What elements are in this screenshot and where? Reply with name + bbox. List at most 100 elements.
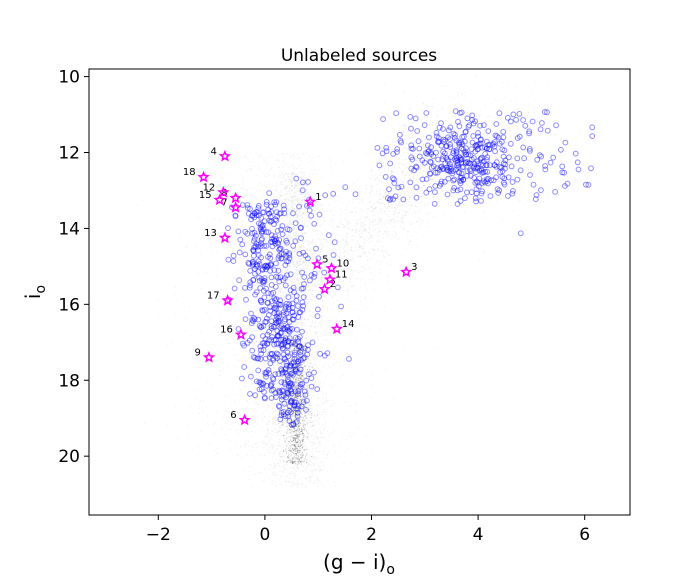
density-point-2684 bbox=[296, 403, 298, 405]
density-point-2404 bbox=[293, 427, 296, 429]
density-point-1038 bbox=[309, 459, 311, 461]
density-point-334 bbox=[286, 346, 289, 348]
density-point-2662 bbox=[294, 420, 296, 422]
density-point-2146 bbox=[299, 287, 301, 289]
density-point-1524 bbox=[299, 242, 301, 244]
density-point-785 bbox=[300, 331, 302, 333]
density-point-2438 bbox=[294, 393, 296, 395]
density-point-1975 bbox=[285, 440, 287, 442]
density-point-3890 bbox=[267, 375, 269, 377]
density-point-3981 bbox=[272, 378, 274, 380]
density-point-4256 bbox=[215, 306, 217, 308]
density-point-865 bbox=[317, 345, 319, 347]
density-point-2116 bbox=[290, 180, 292, 182]
density-point-4642 bbox=[391, 233, 393, 236]
density-point-2371 bbox=[294, 458, 296, 460]
density-point-1698 bbox=[293, 483, 295, 485]
density-point-1469 bbox=[294, 429, 296, 431]
density-point-1883 bbox=[298, 447, 301, 449]
density-point-3305 bbox=[261, 260, 263, 262]
density-point-1197 bbox=[294, 427, 296, 430]
density-point-787 bbox=[311, 421, 313, 423]
density-point-4876 bbox=[369, 202, 371, 204]
density-point-29 bbox=[282, 373, 284, 375]
density-point-3850 bbox=[246, 195, 248, 197]
density-point-617 bbox=[282, 203, 284, 205]
density-point-3397 bbox=[300, 284, 302, 286]
density-point-241 bbox=[281, 226, 283, 228]
density-point-1612 bbox=[265, 435, 268, 437]
density-point-3707 bbox=[174, 286, 176, 288]
density-point-841 bbox=[279, 427, 281, 429]
density-point-3349 bbox=[282, 398, 284, 400]
density-point-4260 bbox=[356, 367, 358, 369]
density-point-420 bbox=[317, 230, 319, 232]
density-point-477 bbox=[297, 252, 299, 254]
density-point-72 bbox=[248, 478, 250, 481]
density-point-1291 bbox=[274, 246, 277, 248]
density-point-4677 bbox=[408, 243, 410, 245]
density-point-2579 bbox=[295, 425, 297, 427]
density-point-1559 bbox=[288, 293, 290, 295]
density-point-3644 bbox=[261, 316, 263, 318]
density-point-3737 bbox=[257, 235, 259, 237]
density-point-3066 bbox=[293, 431, 295, 433]
density-point-4813 bbox=[321, 319, 323, 321]
density-point-3993 bbox=[260, 237, 262, 239]
density-point-4120 bbox=[279, 183, 281, 185]
density-point-4057 bbox=[286, 153, 288, 155]
density-point-4866 bbox=[391, 170, 393, 172]
density-point-908 bbox=[290, 472, 292, 475]
density-point-4584 bbox=[361, 252, 363, 254]
density-point-3135 bbox=[278, 430, 281, 432]
density-point-2522 bbox=[297, 390, 299, 392]
density-point-2843 bbox=[290, 409, 292, 411]
density-point-3636 bbox=[327, 299, 329, 301]
density-point-471 bbox=[297, 178, 299, 181]
density-point-1112 bbox=[307, 409, 309, 411]
density-point-1879 bbox=[278, 253, 280, 255]
density-point-2416 bbox=[294, 367, 296, 369]
density-point-627 bbox=[296, 290, 298, 292]
density-point-3690 bbox=[331, 329, 333, 332]
density-point-1250 bbox=[302, 279, 305, 281]
density-point-2108 bbox=[274, 452, 276, 454]
density-point-843 bbox=[304, 311, 306, 313]
density-point-1936 bbox=[312, 265, 314, 267]
density-point-3109 bbox=[302, 181, 305, 184]
density-point-2672 bbox=[302, 454, 304, 456]
density-point-1509 bbox=[292, 464, 294, 466]
density-point-4807 bbox=[433, 98, 435, 100]
density-point-1857 bbox=[291, 202, 294, 204]
density-point-551 bbox=[307, 206, 309, 208]
density-point-3204 bbox=[304, 318, 306, 321]
density-point-1477 bbox=[303, 198, 305, 200]
density-point-1849 bbox=[295, 269, 297, 271]
density-point-1142 bbox=[292, 424, 294, 426]
density-point-3914 bbox=[287, 318, 290, 320]
density-point-2531 bbox=[299, 391, 301, 393]
density-point-1690 bbox=[292, 174, 294, 177]
density-point-2177 bbox=[292, 313, 294, 315]
density-point-4611 bbox=[320, 243, 322, 245]
density-point-1459 bbox=[290, 200, 292, 203]
density-point-913 bbox=[296, 420, 298, 423]
density-point-3222 bbox=[255, 394, 257, 397]
density-point-95 bbox=[285, 208, 287, 210]
density-point-949 bbox=[327, 365, 329, 368]
density-point-361 bbox=[286, 341, 289, 343]
density-point-516 bbox=[300, 214, 302, 216]
density-point-2045 bbox=[290, 192, 292, 195]
density-point-1458 bbox=[287, 361, 289, 363]
density-point-1740 bbox=[304, 331, 306, 333]
density-point-4553 bbox=[366, 208, 368, 210]
density-point-155 bbox=[289, 321, 291, 323]
density-point-4437 bbox=[239, 445, 241, 448]
density-point-4047 bbox=[250, 153, 252, 156]
density-point-895 bbox=[296, 230, 298, 233]
density-point-1219 bbox=[306, 477, 308, 479]
density-point-1654 bbox=[282, 176, 284, 178]
density-point-351 bbox=[311, 288, 314, 290]
density-point-490 bbox=[303, 172, 305, 175]
